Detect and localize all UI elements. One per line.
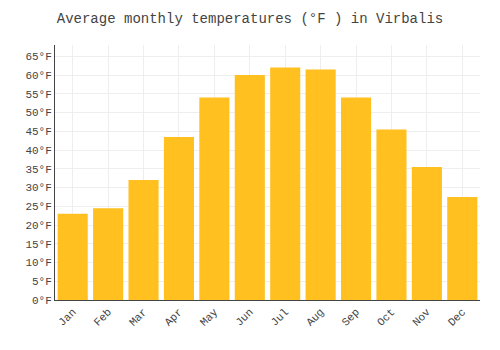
svg-text:55°F: 55°F: [25, 89, 51, 101]
svg-text:Nov: Nov: [410, 306, 433, 329]
svg-text:0°F: 0°F: [32, 295, 52, 307]
svg-text:Feb: Feb: [92, 306, 114, 328]
svg-text:45°F: 45°F: [25, 126, 51, 138]
svg-text:30°F: 30°F: [25, 182, 51, 194]
svg-text:25°F: 25°F: [25, 201, 51, 213]
svg-text:Oct: Oct: [375, 306, 397, 328]
svg-text:Apr: Apr: [162, 306, 184, 328]
svg-text:20°F: 20°F: [25, 220, 51, 232]
svg-text:Average monthly temperatures (: Average monthly temperatures (°F ) in Vi…: [57, 11, 443, 27]
svg-text:Sep: Sep: [340, 306, 362, 328]
svg-text:5°F: 5°F: [32, 276, 52, 288]
svg-text:65°F: 65°F: [25, 51, 51, 63]
svg-text:Jun: Jun: [233, 306, 255, 328]
svg-text:60°F: 60°F: [25, 70, 51, 82]
svg-text:Aug: Aug: [304, 306, 326, 328]
svg-text:May: May: [198, 306, 221, 329]
svg-text:15°F: 15°F: [25, 239, 51, 251]
svg-text:40°F: 40°F: [25, 145, 51, 157]
svg-text:10°F: 10°F: [25, 257, 51, 269]
svg-text:35°F: 35°F: [25, 164, 51, 176]
svg-text:50°F: 50°F: [25, 107, 51, 119]
svg-text:Jan: Jan: [56, 306, 78, 328]
svg-text:Jul: Jul: [269, 306, 291, 328]
svg-text:Dec: Dec: [446, 306, 468, 328]
svg-text:Mar: Mar: [127, 306, 149, 328]
